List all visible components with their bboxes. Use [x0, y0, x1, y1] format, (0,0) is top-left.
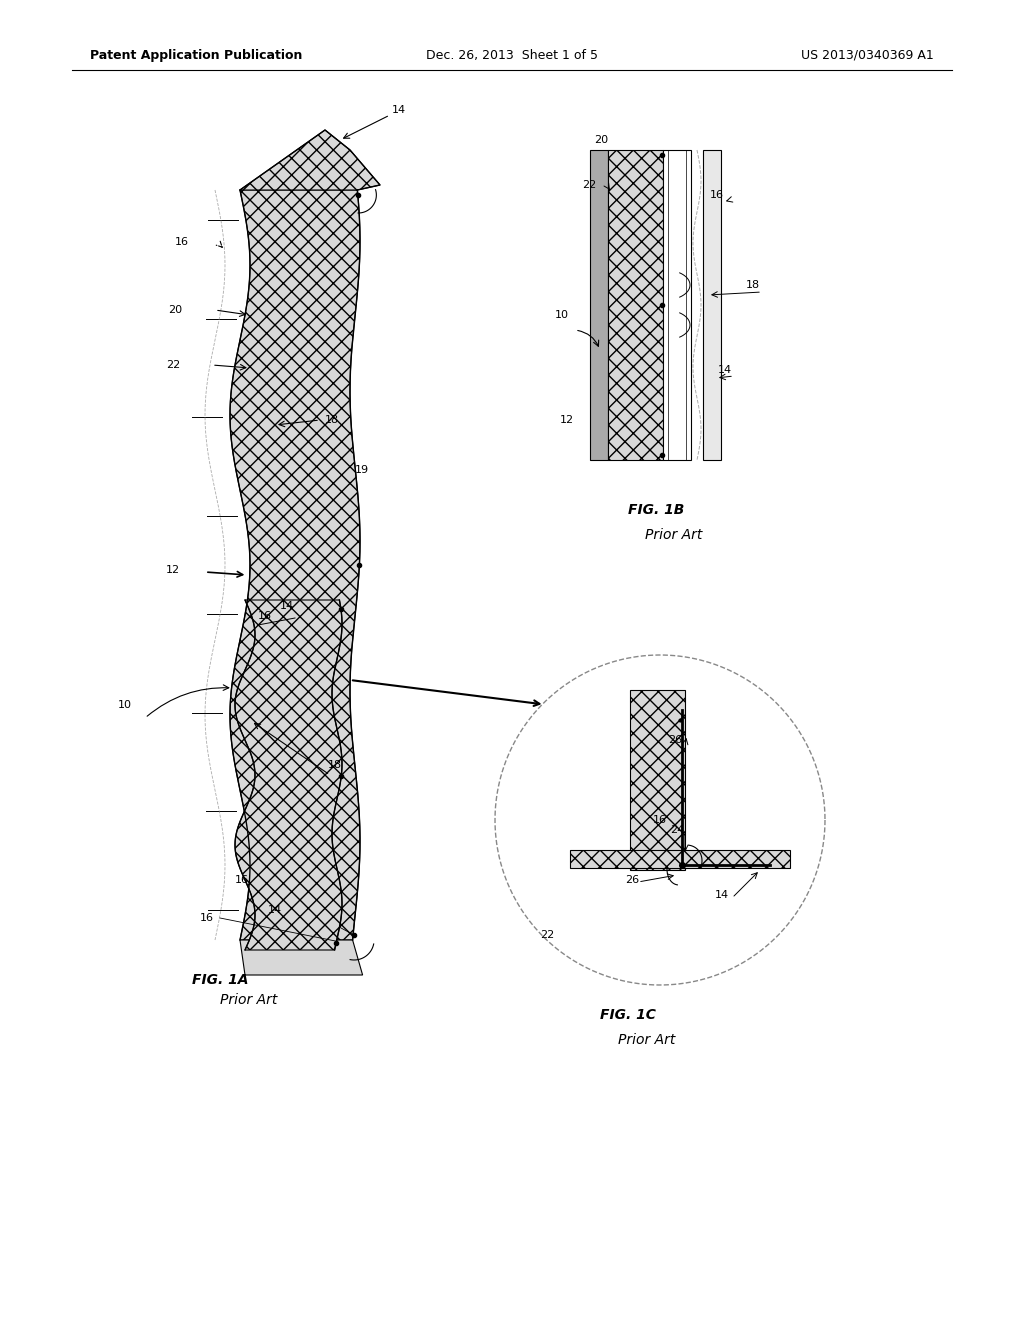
Text: 18: 18 — [328, 760, 342, 770]
Polygon shape — [234, 601, 342, 950]
Polygon shape — [630, 690, 685, 870]
Polygon shape — [240, 129, 380, 190]
Text: 14: 14 — [280, 601, 294, 611]
Polygon shape — [240, 940, 362, 975]
Text: 10: 10 — [555, 310, 569, 319]
Text: 18: 18 — [746, 280, 760, 290]
Polygon shape — [703, 150, 721, 459]
Text: 14: 14 — [715, 890, 729, 900]
Text: FIG. 1B: FIG. 1B — [628, 503, 684, 517]
Text: 24: 24 — [670, 825, 684, 836]
Text: 26: 26 — [668, 735, 682, 744]
Polygon shape — [230, 190, 360, 940]
Polygon shape — [608, 150, 663, 459]
Text: Patent Application Publication: Patent Application Publication — [90, 49, 302, 62]
Text: 16: 16 — [200, 913, 214, 923]
Text: 22: 22 — [166, 360, 180, 370]
Text: 16: 16 — [710, 190, 724, 201]
Polygon shape — [570, 850, 790, 869]
Text: 16: 16 — [653, 814, 667, 825]
Text: 12: 12 — [560, 414, 574, 425]
Polygon shape — [590, 150, 608, 459]
Text: 22: 22 — [582, 180, 596, 190]
Text: 26: 26 — [625, 875, 639, 884]
Polygon shape — [495, 655, 825, 985]
Text: 14: 14 — [268, 906, 283, 915]
Text: Prior Art: Prior Art — [645, 528, 702, 543]
Text: FIG. 1C: FIG. 1C — [600, 1008, 656, 1022]
Text: Prior Art: Prior Art — [618, 1034, 676, 1047]
Text: 14: 14 — [718, 366, 732, 375]
Text: 12: 12 — [166, 565, 180, 576]
Text: 14: 14 — [392, 106, 407, 115]
Text: 16: 16 — [234, 875, 249, 884]
Text: 19: 19 — [355, 465, 369, 475]
Text: 22: 22 — [540, 931, 554, 940]
Text: 16: 16 — [258, 611, 272, 620]
Text: 18: 18 — [325, 414, 339, 425]
Text: FIG. 1A: FIG. 1A — [193, 973, 249, 987]
Text: Dec. 26, 2013  Sheet 1 of 5: Dec. 26, 2013 Sheet 1 of 5 — [426, 49, 598, 62]
Polygon shape — [663, 150, 691, 459]
Text: US 2013/0340369 A1: US 2013/0340369 A1 — [801, 49, 934, 62]
Text: 20: 20 — [594, 135, 608, 145]
Text: 16: 16 — [175, 238, 189, 247]
Text: Prior Art: Prior Art — [220, 993, 278, 1007]
Text: 20: 20 — [168, 305, 182, 315]
Text: 10: 10 — [118, 700, 132, 710]
